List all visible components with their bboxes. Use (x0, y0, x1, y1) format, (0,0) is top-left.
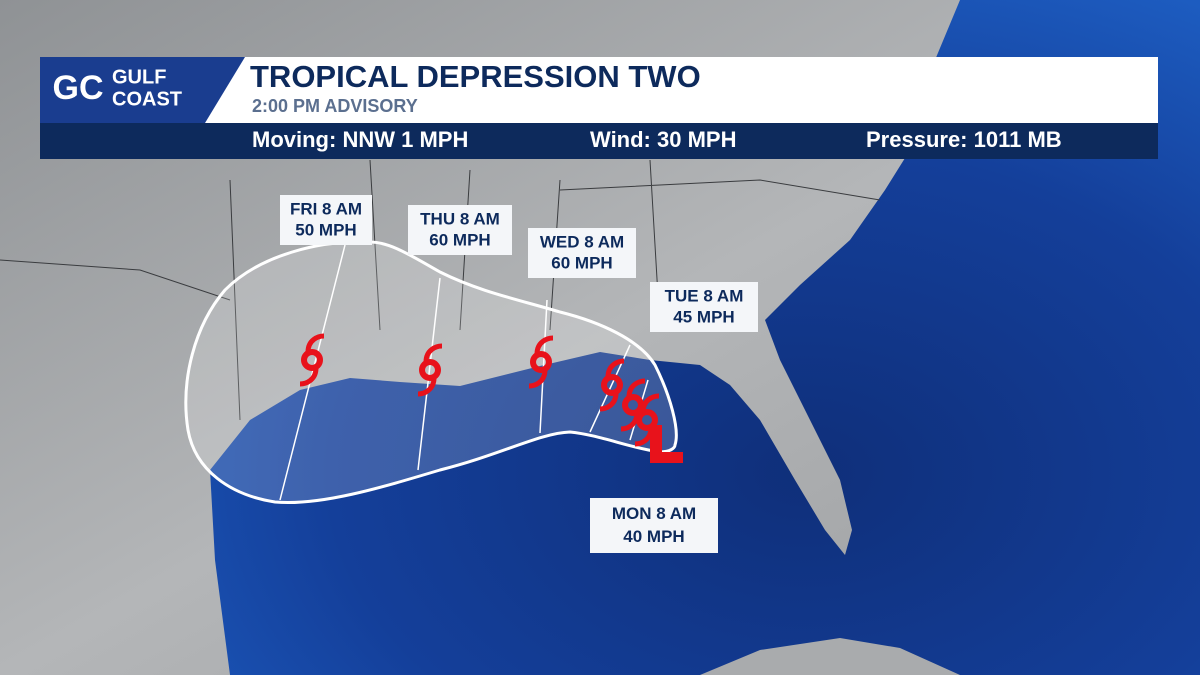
label-time: MON 8 AM (612, 504, 696, 523)
stat-label: Pressure: (866, 127, 968, 152)
ocean (210, 0, 1200, 675)
stats-bar (40, 123, 1158, 159)
label-time: THU 8 AM (420, 209, 500, 228)
subtitle: 2:00 PM ADVISORY (252, 96, 418, 116)
stat-label: Wind: (590, 127, 651, 152)
stat-value: 30 MPH (657, 127, 736, 152)
cuba (700, 638, 960, 675)
stat: Moving: NNW 1 MPH (252, 127, 468, 152)
logo-text: COAST (112, 88, 182, 110)
label-box (280, 195, 372, 245)
label-time: WED 8 AM (540, 232, 624, 251)
title: TROPICAL DEPRESSION TWO (250, 59, 701, 94)
label-box (590, 498, 718, 553)
stat: Pressure: 1011 MB (866, 127, 1062, 152)
stat-value: 1011 MB (974, 127, 1062, 152)
label-time: TUE 8 AM (665, 286, 744, 305)
label-wind: 60 MPH (429, 230, 490, 249)
label-box (528, 228, 636, 278)
label-box (408, 205, 512, 255)
forecast-labels: FRI 8 AM 50 MPH THU 8 AM 60 MPH WED 8 AM 60 M… (280, 195, 758, 553)
forecast-cone (184, 240, 678, 505)
label-wind: 45 MPH (673, 307, 734, 326)
stat-label: Moving: (252, 127, 336, 152)
logo-panel (40, 57, 245, 123)
low-symbol (650, 425, 683, 463)
label-wind: 60 MPH (551, 253, 612, 272)
stat-value: NNW 1 MPH (342, 127, 468, 152)
label-box (650, 282, 758, 332)
stat: Wind: 30 MPH (590, 127, 737, 152)
label-wind: 50 MPH (295, 220, 356, 239)
label-time: FRI 8 AM (290, 199, 362, 218)
label-wind: 40 MPH (623, 527, 684, 546)
logo-mark: GC (53, 69, 104, 107)
logo-text: GULF (112, 66, 166, 88)
